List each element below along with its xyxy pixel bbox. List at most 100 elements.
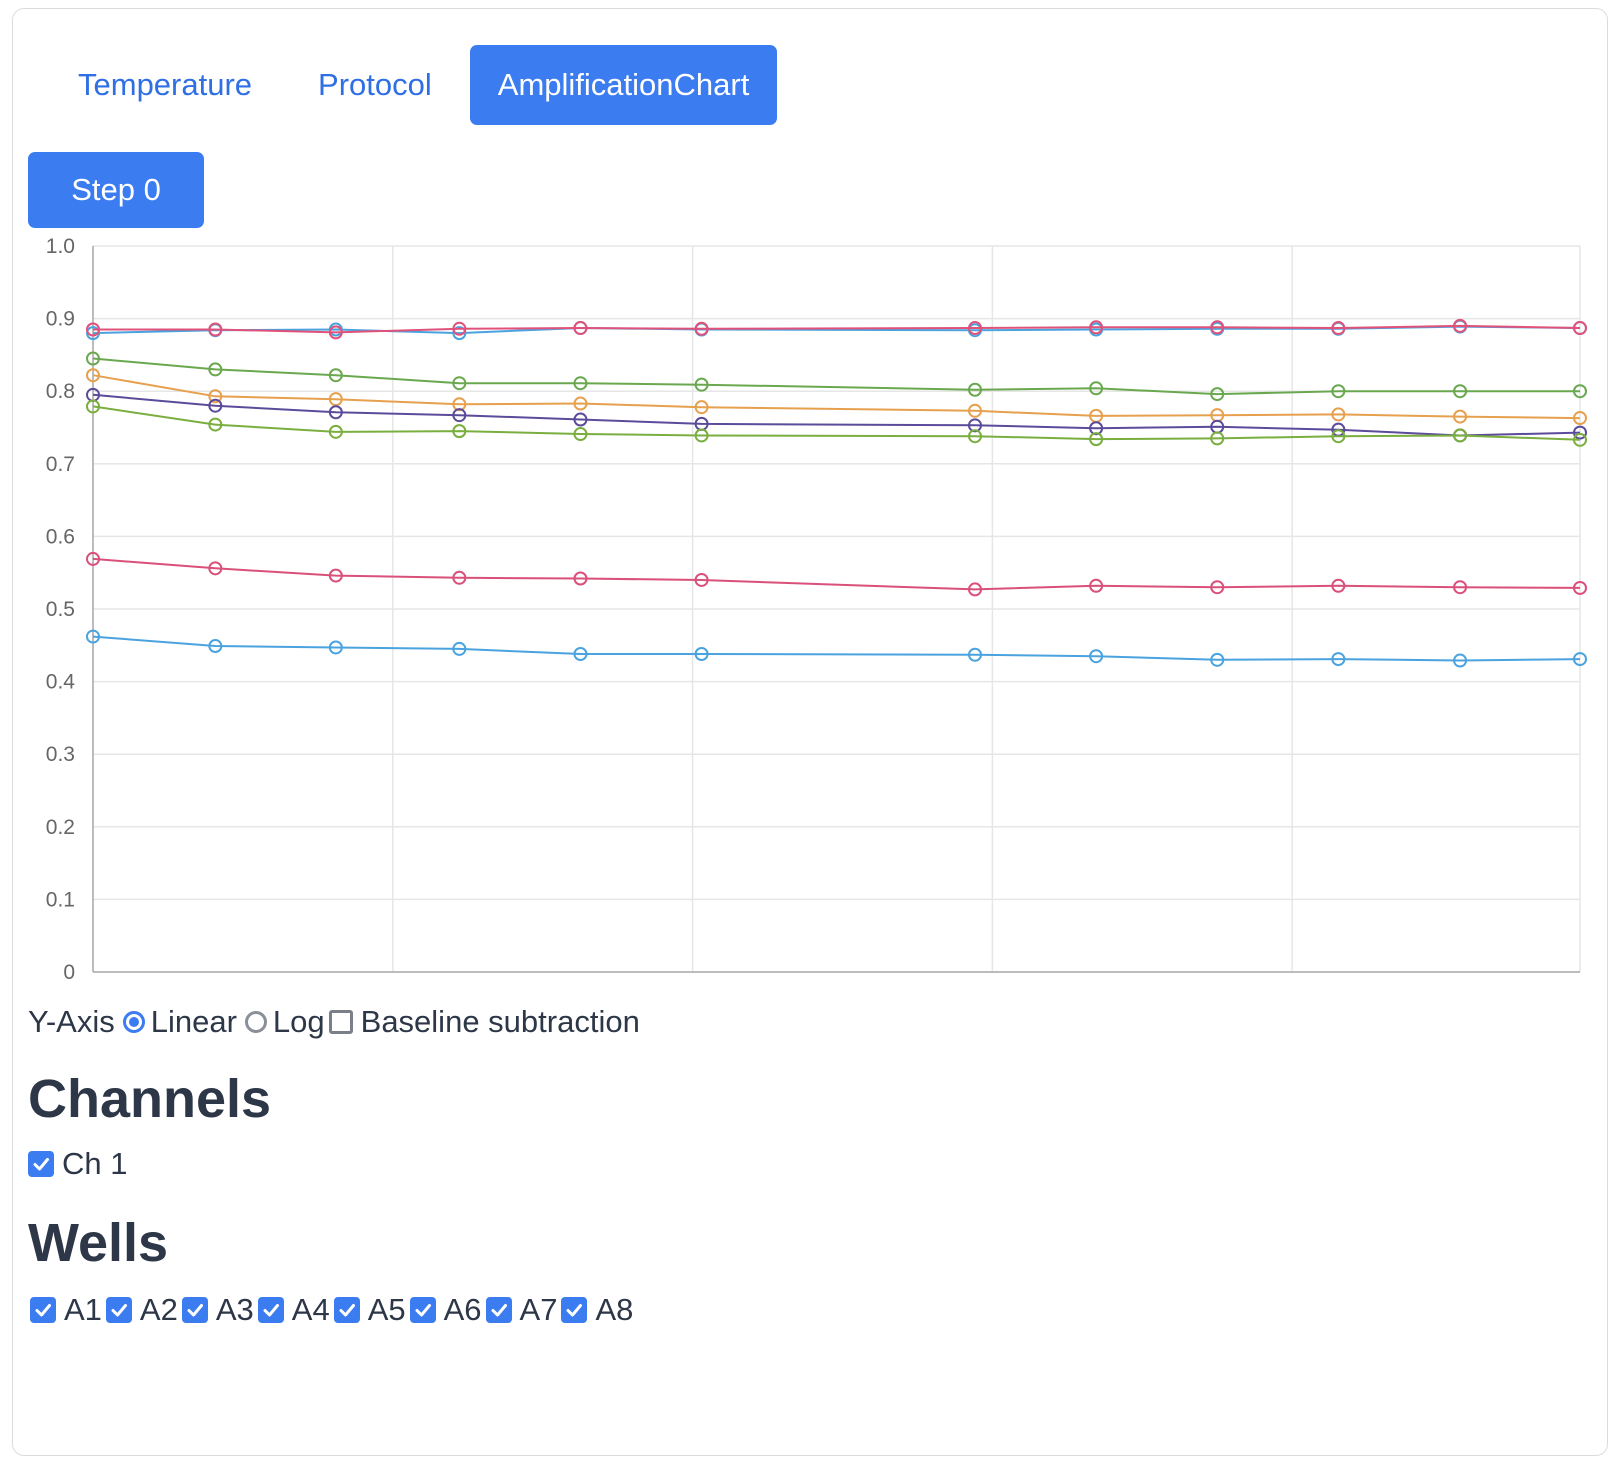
log-radio[interactable] xyxy=(244,1011,267,1033)
well-a6-label[interactable]: A6 xyxy=(443,1292,482,1327)
series-2-point xyxy=(1331,321,1346,336)
well-a8-label[interactable]: A8 xyxy=(595,1292,634,1327)
tab-temperature[interactable]: Temperature xyxy=(78,67,253,102)
well-a8-checkbox[interactable] xyxy=(561,1297,588,1323)
y-tick-label: 0 xyxy=(63,961,75,984)
series-3-point xyxy=(1331,384,1346,399)
y-tick-label: 0.7 xyxy=(46,453,75,476)
series-7-point xyxy=(1453,580,1468,595)
well-a4-label[interactable]: A4 xyxy=(291,1292,330,1327)
series-4-point xyxy=(967,403,982,418)
series-6-point xyxy=(573,427,588,442)
well-a6-checkbox[interactable] xyxy=(409,1297,436,1323)
series-8-point xyxy=(967,647,982,662)
y-tick-label: 0.6 xyxy=(46,525,75,548)
ch1-checkbox[interactable] xyxy=(28,1151,54,1177)
series-3-point xyxy=(328,368,343,383)
well-a3-label[interactable]: A3 xyxy=(215,1292,254,1327)
series-6-point xyxy=(208,417,223,432)
series-8-point xyxy=(208,639,223,654)
well-a7-checkbox[interactable] xyxy=(485,1297,512,1323)
series-4-point xyxy=(573,396,588,411)
well-a1-label[interactable]: A1 xyxy=(64,1292,102,1327)
check-icon xyxy=(187,1304,203,1317)
y-tick-label: 0.3 xyxy=(46,743,75,766)
linear-label[interactable]: Linear xyxy=(150,1004,237,1039)
log-label[interactable]: Log xyxy=(272,1004,325,1039)
well-item: A1 xyxy=(30,1292,102,1328)
well-a4-checkbox[interactable] xyxy=(257,1297,284,1323)
linear-radio[interactable] xyxy=(122,1011,145,1033)
series-8-point xyxy=(1089,649,1104,664)
series-3-point xyxy=(452,376,467,391)
channels-list: Ch 1 xyxy=(28,1146,127,1182)
series-5-point xyxy=(328,405,343,420)
channels-heading: Channels xyxy=(28,1069,272,1129)
well-a7-label[interactable]: A7 xyxy=(519,1292,558,1327)
series-4-point xyxy=(208,389,223,404)
series-5-point xyxy=(208,398,223,413)
well-a3-checkbox[interactable] xyxy=(181,1297,208,1323)
series-7-point xyxy=(694,572,709,587)
series-line-3 xyxy=(92,357,1580,396)
series-2-point xyxy=(1573,321,1587,336)
series-7-point xyxy=(86,551,100,566)
well-a5-label[interactable]: A5 xyxy=(367,1292,406,1327)
series-3-point xyxy=(1210,387,1225,402)
series-7-point xyxy=(1331,578,1346,593)
series-line-4 xyxy=(92,374,1581,420)
tab-amplification-chart[interactable]: AmplificationChart xyxy=(469,45,778,125)
well-a2-checkbox[interactable] xyxy=(105,1297,132,1323)
series-6-point xyxy=(1331,429,1346,444)
check-icon xyxy=(566,1304,583,1317)
series-7-point xyxy=(452,570,467,585)
amplification-chart: 00.10.20.30.40.50.60.70.80.91.0050100150… xyxy=(46,235,1587,984)
y-axis-controls: Y-Axis Linear Log Baseline subtraction xyxy=(28,1004,640,1040)
series-3-point xyxy=(1573,384,1587,399)
series-6-point xyxy=(328,424,343,439)
tab-protocol[interactable]: Protocol xyxy=(318,67,432,102)
series-8-point xyxy=(1453,653,1468,668)
series-1-point xyxy=(86,326,100,341)
well-item: A6 xyxy=(409,1292,482,1328)
series-7-point xyxy=(967,582,982,597)
baseline-subtraction-checkbox[interactable] xyxy=(328,1010,353,1034)
series-7-point xyxy=(208,561,223,576)
series-3-point xyxy=(967,382,982,397)
series-2-point xyxy=(328,325,343,340)
series-8-point xyxy=(328,640,343,655)
series-5-point xyxy=(1573,425,1587,440)
well-a5-checkbox[interactable] xyxy=(333,1297,360,1323)
y-tick-label: 1.0 xyxy=(46,235,75,258)
well-item: A2 xyxy=(105,1292,178,1328)
series-3-point xyxy=(86,351,100,366)
check-icon xyxy=(339,1304,355,1317)
check-icon xyxy=(111,1304,127,1317)
baseline-subtraction-label[interactable]: Baseline subtraction xyxy=(360,1004,640,1039)
y-tick-label: 0.5 xyxy=(46,598,75,621)
series-line-2 xyxy=(93,324,1581,334)
series-8-point xyxy=(573,647,588,662)
series-8-point xyxy=(1331,652,1346,667)
series-2-point xyxy=(208,322,223,337)
well-item: A3 xyxy=(181,1292,254,1328)
series-7-point xyxy=(1089,578,1104,593)
wells-heading: Wells xyxy=(28,1213,169,1273)
well-item: A7 xyxy=(485,1292,558,1328)
well-item: A5 xyxy=(333,1292,406,1328)
series-4-point xyxy=(86,368,100,383)
series-3-point xyxy=(573,376,588,391)
series-7-point xyxy=(328,568,343,583)
well-a2-label[interactable]: A2 xyxy=(139,1292,178,1327)
series-8-point xyxy=(694,647,709,662)
step-button[interactable]: Step 0 xyxy=(28,152,204,228)
series-3-point xyxy=(1089,381,1104,396)
check-icon xyxy=(491,1304,507,1317)
ch1-label[interactable]: Ch 1 xyxy=(62,1146,128,1181)
well-a1-checkbox[interactable] xyxy=(30,1297,56,1323)
series-6-point xyxy=(694,428,709,443)
series-6-point xyxy=(452,424,467,439)
series-4-point xyxy=(694,400,709,415)
series-8-point xyxy=(1210,652,1225,667)
series-6-point xyxy=(967,429,982,444)
